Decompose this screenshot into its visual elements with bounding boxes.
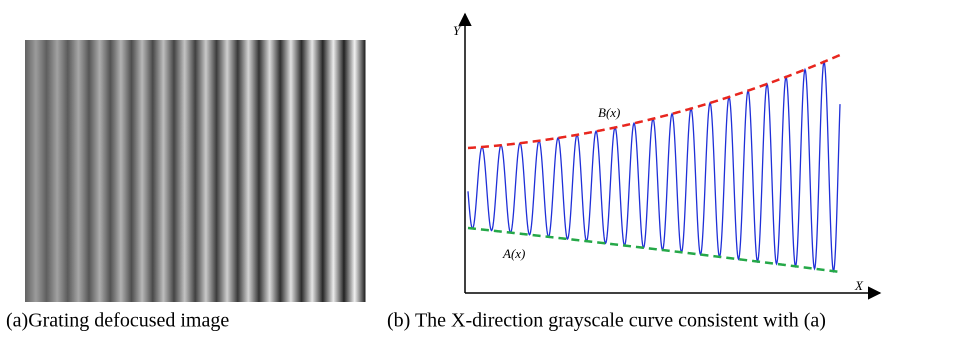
upper-envelope-label: B(x)	[598, 105, 620, 120]
grayscale-curve	[468, 62, 840, 271]
x-axis-label: X	[854, 278, 864, 293]
figure: Y X B(x) A(x) (a)Grating defocused image…	[0, 0, 960, 345]
y-axis-label: Y	[453, 23, 462, 38]
caption-b: (b) The X-direction grayscale curve cons…	[387, 310, 826, 332]
contrast-overlay	[25, 40, 365, 302]
lower-envelope-label: A(x)	[502, 246, 525, 261]
caption-a: (a)Grating defocused image	[6, 310, 229, 332]
